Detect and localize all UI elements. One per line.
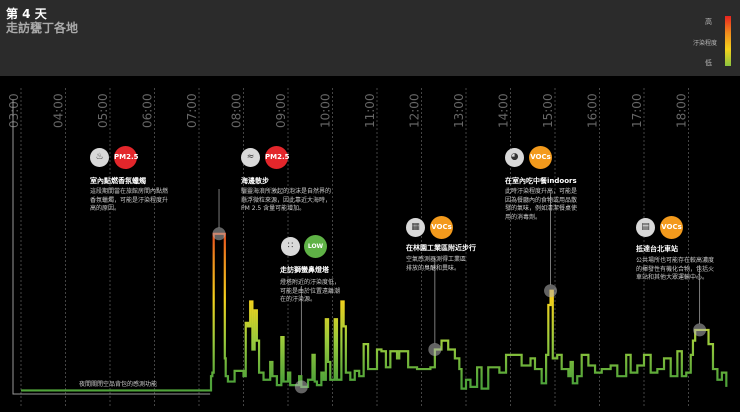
low-badge: LOW	[304, 235, 327, 258]
legend-title: 汙染程度	[693, 40, 718, 47]
x-tick-label: 17:00	[630, 93, 644, 128]
annotation-marker	[212, 227, 226, 241]
pollution-line-chart: 03:00 04:00 05:00 06:00 07:00 08:00 09:00 10:00…	[7, 88, 728, 406]
factory-icon: ▦	[406, 218, 425, 237]
annotation-markers	[212, 227, 707, 394]
annotation-desc: 公共場所也可能存在較高濃度 的揮發性有機化合物，包括火 車站和其他大眾運輸中心。	[636, 257, 715, 281]
train-icon: ▤	[636, 218, 655, 237]
legend-low-label: 低	[705, 59, 712, 67]
annotation-desc: 此時汙染程度升高，可能是 因為餐廳內的食物或用品散 發的氣味，例如清潔餐桌使 用的消毒…	[505, 188, 578, 221]
x-tick-labels: 03:00 04:00 05:00 06:00 07:00 08:00 09:00 10:00…	[7, 93, 689, 128]
x-tick-label: 05:00	[96, 93, 110, 128]
series-line	[21, 232, 728, 392]
x-tick-label: 10:00	[319, 93, 333, 128]
x-tick-label: 04:00	[52, 93, 66, 128]
annotation-marker	[693, 323, 707, 337]
annotation-leaders	[218, 189, 701, 381]
annotation-title: 走訪獅蠻鼻燈塔	[280, 266, 329, 274]
annotation-desc: 驪靈海浪所激起的泡沫是自然界的 懸浮微粒來源，因此靠近大海時， PM 2.5 含量可…	[241, 188, 332, 212]
x-tick-label: 03:00	[7, 93, 21, 128]
x-tick-label: 14:00	[497, 93, 511, 128]
legend-high-label: 高	[705, 18, 712, 26]
annotation-marker	[294, 380, 308, 394]
legend-gradient-bar	[725, 16, 731, 66]
waves-icon: ≈	[241, 148, 260, 167]
annotation-title: 在林園工業區附近步行	[406, 244, 476, 252]
x-tick-label: 07:00	[185, 93, 199, 128]
pm25-badge: PM2.5	[265, 146, 290, 169]
x-tick-label: 15:00	[541, 93, 555, 128]
vocs-badge: VOCs	[529, 146, 552, 169]
header: 第 4 天 走訪甕丁各地 高 汙染程度 低	[0, 0, 740, 76]
vocs-badge: VOCs	[430, 216, 453, 239]
sensor-off-note: 夜間關閉空品背包的感測功能	[79, 381, 158, 388]
x-tick-label: 08:00	[230, 93, 244, 128]
page-title: 第 4 天	[6, 7, 47, 21]
x-tick-label: 11:00	[363, 93, 377, 128]
annotation-title: 在室內吃中餐indoors	[505, 177, 577, 185]
page-subtitle: 走訪甕丁各地	[6, 21, 79, 35]
incense-icon: ♨	[90, 148, 109, 167]
annotation-desc: 空氣感測器測得工業區 排放的臭醣和異味。	[406, 256, 467, 272]
annotation-marker	[428, 343, 442, 356]
x-tick-label: 06:00	[141, 93, 155, 128]
sensor-off-baseline	[12, 100, 211, 395]
grid-lines	[20, 88, 689, 406]
x-tick-label: 09:00	[274, 93, 288, 128]
x-tick-label: 16:00	[586, 93, 600, 128]
annotation-title: 室內點燃香氛蠟燭	[90, 177, 146, 185]
annotation-marker	[544, 284, 558, 298]
vocs-badge: VOCs	[660, 216, 683, 239]
x-tick-label: 13:00	[452, 93, 466, 128]
food-bowl-icon: ◕	[505, 148, 524, 167]
pm25-badge: PM2.5	[114, 146, 139, 169]
annotation-title: 抵達台北車站	[636, 245, 678, 253]
x-tick-label: 18:00	[675, 93, 689, 128]
annotation-desc: 燈塔附近的汙染度低， 可能是由於位置遠離潮 在的汙染源。	[280, 279, 341, 303]
x-tick-label: 12:00	[408, 93, 422, 128]
footsteps-icon: ∷	[281, 237, 300, 256]
annotation-title: 海邊散步	[241, 177, 269, 185]
annotation-desc: 這段期間當在旅館房間內點燃 香氛蠟燭，可能是汙染程度升 高的原因。	[90, 188, 169, 212]
